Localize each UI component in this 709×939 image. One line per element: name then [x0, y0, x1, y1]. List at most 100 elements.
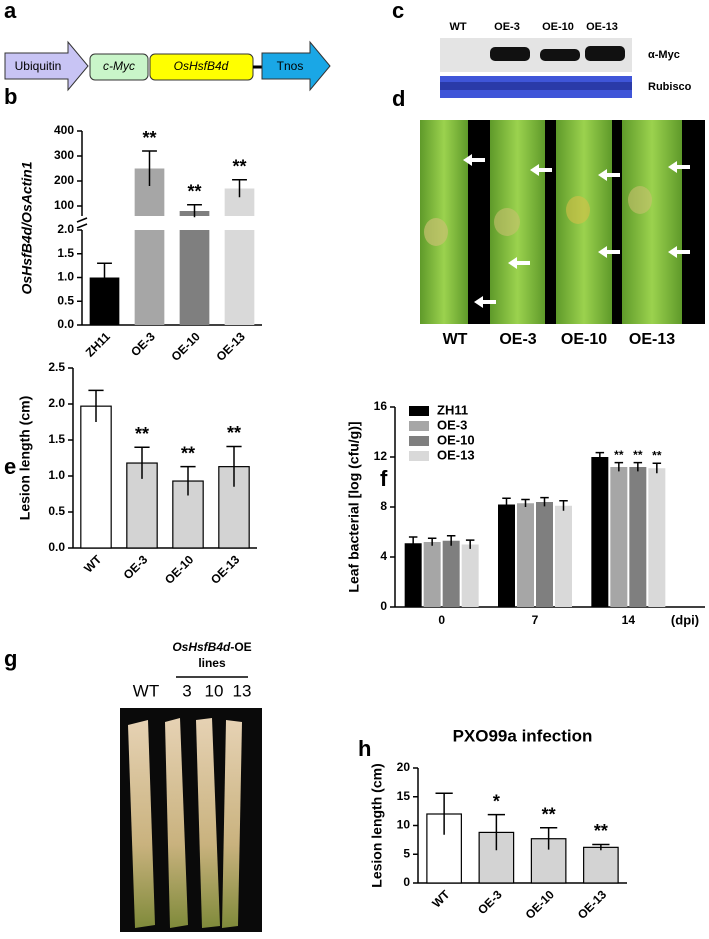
error-bar [226, 445, 242, 487]
significance: ** [135, 424, 149, 444]
significance: ** [594, 821, 608, 841]
error-bar [180, 465, 196, 496]
row-label: α-Myc [648, 49, 680, 61]
band [585, 46, 625, 61]
lane-label: WT [449, 21, 466, 33]
header-gene: OsHsfB4d [172, 640, 231, 654]
band [540, 49, 580, 61]
x-tick-label: OE-3 [121, 552, 151, 582]
panel-label: g [4, 646, 17, 671]
significance: ** [633, 448, 643, 462]
y-tick-label: 5 [403, 846, 410, 860]
header-line2: lines [198, 656, 226, 670]
error-bar [540, 496, 549, 507]
y-axis-label: Lesion length (cm) [17, 396, 33, 520]
x-tick-label: 7 [532, 613, 539, 627]
significance: ** [542, 805, 556, 825]
significance: * [493, 791, 500, 811]
y-axis-label: Leaf bacterial [log (cfu/g)] [346, 421, 362, 592]
tnos-arrow [261, 40, 331, 92]
error-bar [652, 462, 662, 474]
error-bar [97, 262, 112, 292]
error-bar [487, 813, 505, 851]
line-label: WT [133, 681, 159, 700]
bar [517, 503, 534, 607]
header: OsHsfB4d-OE [172, 640, 251, 654]
significance: ** [227, 423, 241, 443]
y-tick-label: 0.5 [48, 504, 65, 518]
y-tick-label: 2.0 [57, 222, 74, 236]
bar [648, 468, 666, 607]
dry-leaf-photo: OsHsfB4d-OE lines WT 3 10 13 [120, 640, 262, 932]
legend-swatch [409, 406, 429, 416]
error-bar [134, 446, 150, 479]
y-axis-label: OsHsfB4d/OsActin1 [19, 161, 35, 294]
ubiquitin-arrow [4, 40, 89, 92]
bar [536, 502, 553, 607]
lesion [494, 208, 520, 236]
band [490, 47, 530, 61]
construct: Ubiquitin c-Myc OsHsfB4d Tnos [4, 40, 331, 92]
legend-swatch [409, 436, 429, 446]
x-tick-label: OE-13 [213, 329, 248, 364]
error-bar [187, 204, 202, 218]
y-tick-label: 12 [374, 449, 388, 463]
leaf-label: OE-3 [499, 331, 536, 348]
y-tick-label: 0 [403, 875, 410, 889]
bar [224, 230, 255, 325]
error-bar [465, 539, 475, 549]
y-axis-label: Lesion length (cm) [369, 763, 385, 887]
y-tick-label: 1.5 [57, 246, 74, 260]
y-tick-label: 10 [397, 818, 411, 832]
y-tick-label: 15 [397, 789, 411, 803]
lesion [628, 186, 652, 214]
y-tick-label: 300 [54, 148, 74, 162]
x-tick-label: ZH11 [83, 329, 113, 359]
x-tick-label: 14 [622, 613, 636, 627]
y-tick-label: 100 [54, 198, 74, 212]
x-tick-label: OE-13 [208, 552, 243, 587]
leaf [128, 720, 155, 928]
panel-label: e [4, 454, 16, 479]
row-label: Rubisco [648, 81, 692, 93]
leaf-label: WT [443, 331, 468, 348]
bar [461, 544, 479, 607]
x-tick-label: 0 [438, 613, 445, 627]
y-tick-label: 0.0 [48, 540, 65, 554]
x-tick-label: WT [81, 552, 105, 576]
bar [591, 457, 609, 607]
part-label: Tnos [277, 59, 304, 73]
error-bar [408, 536, 418, 550]
error-bar [521, 498, 530, 507]
legend-label: OE-13 [437, 447, 475, 462]
panel-label: c [392, 0, 404, 23]
y-tick-label: 400 [54, 123, 74, 137]
part-label: Ubiquitin [15, 59, 62, 73]
leaf [222, 720, 242, 928]
y-tick-label: 2.5 [48, 360, 65, 374]
y-tick-label: 0.0 [57, 317, 74, 331]
panel-label: d [392, 86, 405, 111]
error-bar [446, 535, 456, 546]
myc-box [89, 53, 149, 81]
bar [629, 467, 647, 607]
line-label: 13 [233, 681, 252, 700]
legend-label: OE-10 [437, 432, 475, 447]
lesion [566, 196, 590, 224]
legend-swatch [409, 451, 429, 461]
bar [134, 230, 165, 325]
significance: ** [652, 448, 662, 462]
significance: ** [181, 443, 195, 463]
part-label: OsHsfB4d [174, 59, 229, 73]
leaf-photo: WT OE-3 OE-10 OE-13 [420, 120, 705, 348]
leaf-label: OE-10 [561, 331, 607, 348]
legend-label: OE-3 [437, 417, 467, 432]
error-bar [614, 461, 624, 472]
y-tick-label: 0 [380, 599, 387, 613]
lane-label: OE-3 [494, 21, 520, 33]
panel-label: a [4, 0, 17, 23]
band [440, 82, 632, 90]
leaf [196, 718, 220, 928]
panel-label: h [358, 736, 371, 761]
